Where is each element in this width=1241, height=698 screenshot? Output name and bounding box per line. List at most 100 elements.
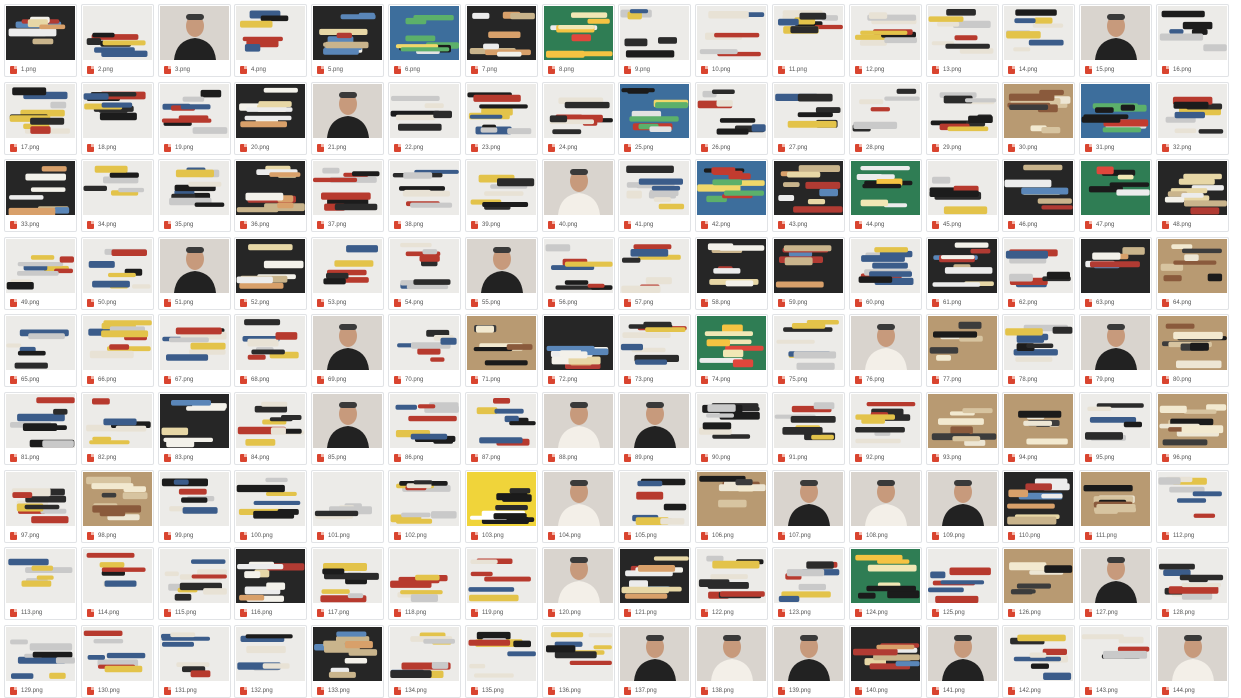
file-tile[interactable]: 90.png (695, 392, 768, 465)
file-tile[interactable]: 117.png (311, 547, 384, 620)
file-tile[interactable]: 51.png (158, 237, 231, 310)
file-tile[interactable]: 133.png (311, 625, 384, 698)
file-tile[interactable]: 5.png (311, 4, 384, 77)
file-tile[interactable]: 49.png (4, 237, 77, 310)
file-tile[interactable]: 118.png (388, 547, 461, 620)
file-tile[interactable]: 86.png (388, 392, 461, 465)
file-tile[interactable]: 47.png (1079, 159, 1152, 232)
file-tile[interactable]: 143.png (1079, 625, 1152, 698)
file-tile[interactable]: 53.png (311, 237, 384, 310)
file-tile[interactable]: 130.png (81, 625, 154, 698)
file-tile[interactable]: 14.png (1002, 4, 1075, 77)
file-tile[interactable]: 132.png (234, 625, 307, 698)
file-tile[interactable]: 139.png (772, 625, 845, 698)
file-tile[interactable]: 122.png (695, 547, 768, 620)
file-tile[interactable]: 104.png (542, 470, 615, 543)
file-tile[interactable]: 131.png (158, 625, 231, 698)
file-tile[interactable]: 25.png (618, 82, 691, 155)
file-tile[interactable]: 48.png (1156, 159, 1229, 232)
file-tile[interactable]: 69.png (311, 314, 384, 387)
file-tile[interactable]: 12.png (849, 4, 922, 77)
file-tile[interactable]: 92.png (849, 392, 922, 465)
file-tile[interactable]: 91.png (772, 392, 845, 465)
file-tile[interactable]: 127.png (1079, 547, 1152, 620)
file-tile[interactable]: 16.png (1156, 4, 1229, 77)
file-tile[interactable]: 85.png (311, 392, 384, 465)
file-tile[interactable]: 84.png (234, 392, 307, 465)
file-tile[interactable]: 77.png (926, 314, 999, 387)
file-tile[interactable]: 93.png (926, 392, 999, 465)
file-tile[interactable]: 87.png (465, 392, 538, 465)
file-tile[interactable]: 41.png (618, 159, 691, 232)
file-tile[interactable]: 68.png (234, 314, 307, 387)
file-tile[interactable]: 140.png (849, 625, 922, 698)
file-tile[interactable]: 141.png (926, 625, 999, 698)
file-tile[interactable]: 67.png (158, 314, 231, 387)
file-tile[interactable]: 137.png (618, 625, 691, 698)
file-tile[interactable]: 7.png (465, 4, 538, 77)
file-tile[interactable]: 28.png (849, 82, 922, 155)
file-tile[interactable]: 108.png (849, 470, 922, 543)
file-tile[interactable]: 50.png (81, 237, 154, 310)
file-tile[interactable]: 10.png (695, 4, 768, 77)
file-tile[interactable]: 123.png (772, 547, 845, 620)
file-tile[interactable]: 121.png (618, 547, 691, 620)
file-tile[interactable]: 82.png (81, 392, 154, 465)
file-tile[interactable]: 74.png (695, 314, 768, 387)
file-tile[interactable]: 113.png (4, 547, 77, 620)
file-tile[interactable]: 63.png (1079, 237, 1152, 310)
file-tile[interactable]: 110.png (1002, 470, 1075, 543)
file-tile[interactable]: 13.png (926, 4, 999, 77)
file-tile[interactable]: 71.png (465, 314, 538, 387)
file-tile[interactable]: 124.png (849, 547, 922, 620)
file-tile[interactable]: 37.png (311, 159, 384, 232)
file-tile[interactable]: 20.png (234, 82, 307, 155)
file-tile[interactable]: 56.png (542, 237, 615, 310)
file-tile[interactable]: 44.png (849, 159, 922, 232)
file-tile[interactable]: 88.png (542, 392, 615, 465)
file-tile[interactable]: 128.png (1156, 547, 1229, 620)
file-tile[interactable]: 29.png (926, 82, 999, 155)
file-tile[interactable]: 42.png (695, 159, 768, 232)
file-tile[interactable]: 39.png (465, 159, 538, 232)
file-tile[interactable]: 3.png (158, 4, 231, 77)
file-tile[interactable]: 107.png (772, 470, 845, 543)
file-tile[interactable]: 32.png (1156, 82, 1229, 155)
file-tile[interactable]: 6.png (388, 4, 461, 77)
file-tile[interactable]: 138.png (695, 625, 768, 698)
file-tile[interactable]: 116.png (234, 547, 307, 620)
file-tile[interactable]: 54.png (388, 237, 461, 310)
file-tile[interactable]: 129.png (4, 625, 77, 698)
file-tile[interactable]: 24.png (542, 82, 615, 155)
file-tile[interactable]: 64.png (1156, 237, 1229, 310)
file-tile[interactable]: 17.png (4, 82, 77, 155)
file-tile[interactable]: 136.png (542, 625, 615, 698)
file-tile[interactable]: 80.png (1156, 314, 1229, 387)
file-tile[interactable]: 89.png (618, 392, 691, 465)
file-tile[interactable]: 26.png (695, 82, 768, 155)
file-tile[interactable]: 34.png (81, 159, 154, 232)
file-tile[interactable]: 33.png (4, 159, 77, 232)
file-tile[interactable]: 120.png (542, 547, 615, 620)
file-tile[interactable]: 79.png (1079, 314, 1152, 387)
file-tile[interactable]: 81.png (4, 392, 77, 465)
file-tile[interactable]: 103.png (465, 470, 538, 543)
file-tile[interactable]: 57.png (618, 237, 691, 310)
file-tile[interactable]: 23.png (465, 82, 538, 155)
file-tile[interactable]: 126.png (1002, 547, 1075, 620)
file-tile[interactable]: 73.png (618, 314, 691, 387)
file-tile[interactable]: 46.png (1002, 159, 1075, 232)
file-tile[interactable]: 100.png (234, 470, 307, 543)
file-tile[interactable]: 45.png (926, 159, 999, 232)
file-tile[interactable]: 31.png (1079, 82, 1152, 155)
file-tile[interactable]: 2.png (81, 4, 154, 77)
file-tile[interactable]: 43.png (772, 159, 845, 232)
file-tile[interactable]: 11.png (772, 4, 845, 77)
file-tile[interactable]: 22.png (388, 82, 461, 155)
file-tile[interactable]: 135.png (465, 625, 538, 698)
file-tile[interactable]: 142.png (1002, 625, 1075, 698)
file-tile[interactable]: 101.png (311, 470, 384, 543)
file-tile[interactable]: 112.png (1156, 470, 1229, 543)
file-tile[interactable]: 15.png (1079, 4, 1152, 77)
file-tile[interactable]: 72.png (542, 314, 615, 387)
